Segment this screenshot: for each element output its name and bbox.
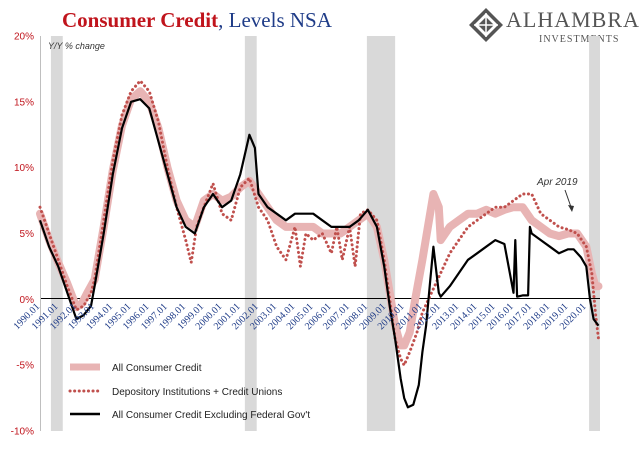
y-tick-label-4: 0%: [20, 295, 35, 306]
brand-logo: ALHAMBRA INVESTMENTS: [466, 5, 639, 47]
y-tick-label-0: 20%: [14, 32, 34, 43]
recession-band-1: [244, 36, 257, 431]
diamond-lattice-icon: [469, 8, 503, 42]
chart-title-main: Consumer Credit: [62, 8, 219, 32]
brand-name: ALHAMBRA: [506, 7, 640, 32]
recession-bands: [50, 36, 600, 431]
y-tick-labels: 20% 15% 10% 5% 0% -5% -10%: [11, 32, 34, 438]
annotation-apr-2019: Apr 2019: [536, 177, 578, 212]
series-line-1: [38, 78, 600, 369]
legend-label-depository: Depository Institutions + Credit Unions: [112, 387, 282, 398]
chart-title-suffix: , Levels NSA: [218, 8, 332, 32]
legend: All Consumer Credit Depository Instituti…: [68, 363, 310, 421]
y-tick-label-5: -5%: [16, 361, 34, 372]
series-line-0: [36, 87, 603, 350]
annotation-label: Apr 2019: [536, 177, 578, 188]
series-lines: [36, 78, 603, 409]
legend-label-exfed: All Consumer Credit Excluding Federal Go…: [112, 410, 310, 421]
recession-band-0: [50, 36, 63, 431]
series-line-2: [38, 98, 600, 409]
y-tick-label-1: 15%: [14, 97, 34, 108]
annotation-arrow: [564, 189, 572, 208]
annotation-arrow-head: [568, 205, 574, 212]
brand-subtitle: INVESTMENTS: [539, 34, 620, 45]
recession-band-3: [589, 36, 600, 431]
y-tick-label-6: -10%: [11, 427, 34, 438]
legend-label-total: All Consumer Credit: [112, 363, 202, 374]
y-tick-label-2: 10%: [14, 163, 34, 174]
y-axis-label: Y/Y % change: [48, 41, 105, 51]
chart-title: Consumer Credit, Levels NSA: [62, 8, 332, 33]
x-tick-labels: 1990.011991.011992.011993.011994.011995.…: [12, 301, 589, 332]
y-tick-label-3: 5%: [20, 229, 35, 240]
